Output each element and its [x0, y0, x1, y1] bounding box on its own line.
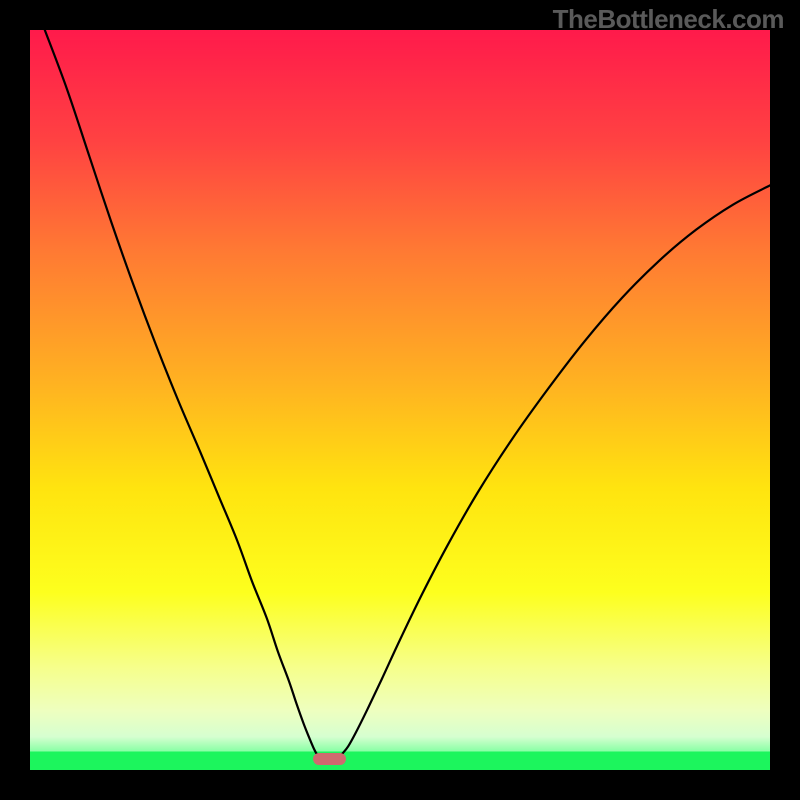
bottleneck-curve — [30, 30, 770, 770]
curve-right-branch — [339, 185, 770, 756]
optimal-marker — [313, 753, 346, 765]
plot-area — [30, 30, 770, 770]
curve-left-branch — [45, 30, 320, 757]
watermark: TheBottleneck.com — [553, 4, 784, 35]
